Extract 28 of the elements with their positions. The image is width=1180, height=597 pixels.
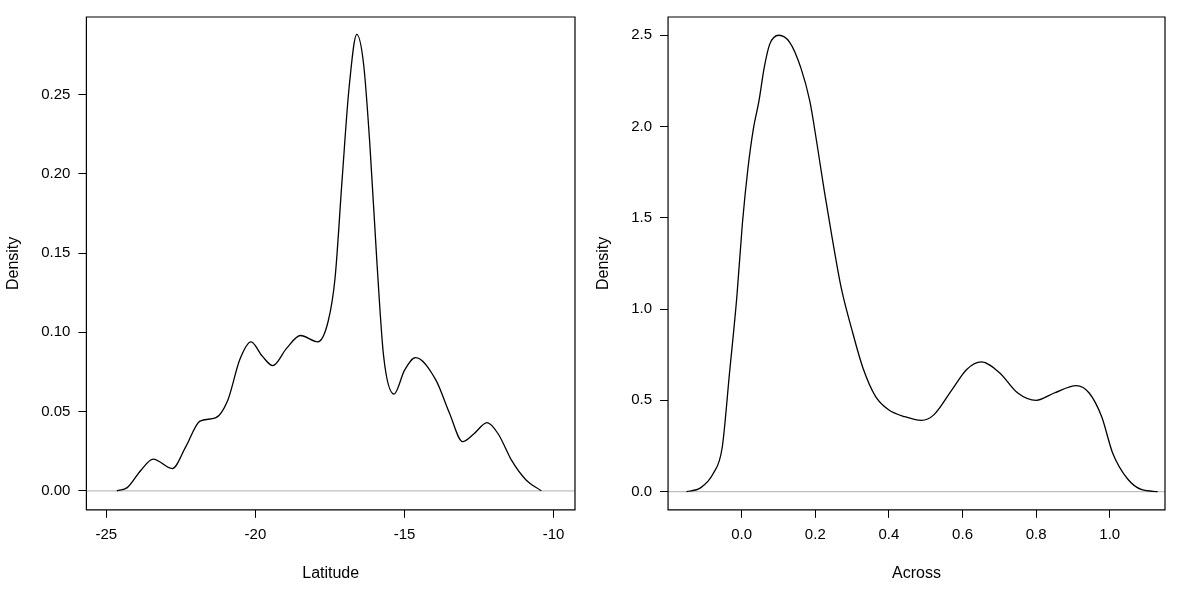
x-tick-label: -20 (244, 524, 267, 542)
x-tick-label: 0.0 (731, 524, 753, 542)
x-axis-title: Across (892, 563, 941, 581)
y-tick-label: 2.0 (631, 116, 653, 134)
y-tick-label: 0.00 (41, 480, 71, 498)
x-tick-label: 0.2 (804, 524, 826, 542)
line-series (116, 33, 542, 492)
y-tick-label: 0.15 (41, 243, 71, 261)
x-tick-label: 1.0 (1099, 524, 1121, 542)
y-tick-label: 2.5 (631, 25, 653, 43)
x-tick-label: 0.6 (952, 524, 973, 542)
y-tick-label: 0.05 (41, 401, 71, 419)
line-series (685, 34, 1159, 493)
y-tick-label: 0.25 (41, 84, 71, 102)
y-tick-label: 0.5 (631, 390, 653, 408)
y-tick-label: 0.0 (631, 481, 653, 499)
y-tick-label: 1.5 (631, 207, 653, 225)
y-axis-title: Density (594, 236, 612, 291)
x-axis-title: Latitude (302, 563, 360, 581)
y-axis-title: Density (4, 236, 22, 291)
y-tick-label: 1.0 (631, 299, 653, 317)
x-tick-label: 0.4 (878, 524, 900, 542)
y-tick-label: 0.10 (41, 322, 71, 340)
x-tick-label: 0.8 (1025, 524, 1047, 542)
x-tick-label: -15 (393, 524, 416, 542)
x-tick-label: -25 (95, 524, 118, 542)
y-tick-label: 0.20 (41, 164, 71, 182)
x-tick-label: -10 (542, 524, 565, 542)
